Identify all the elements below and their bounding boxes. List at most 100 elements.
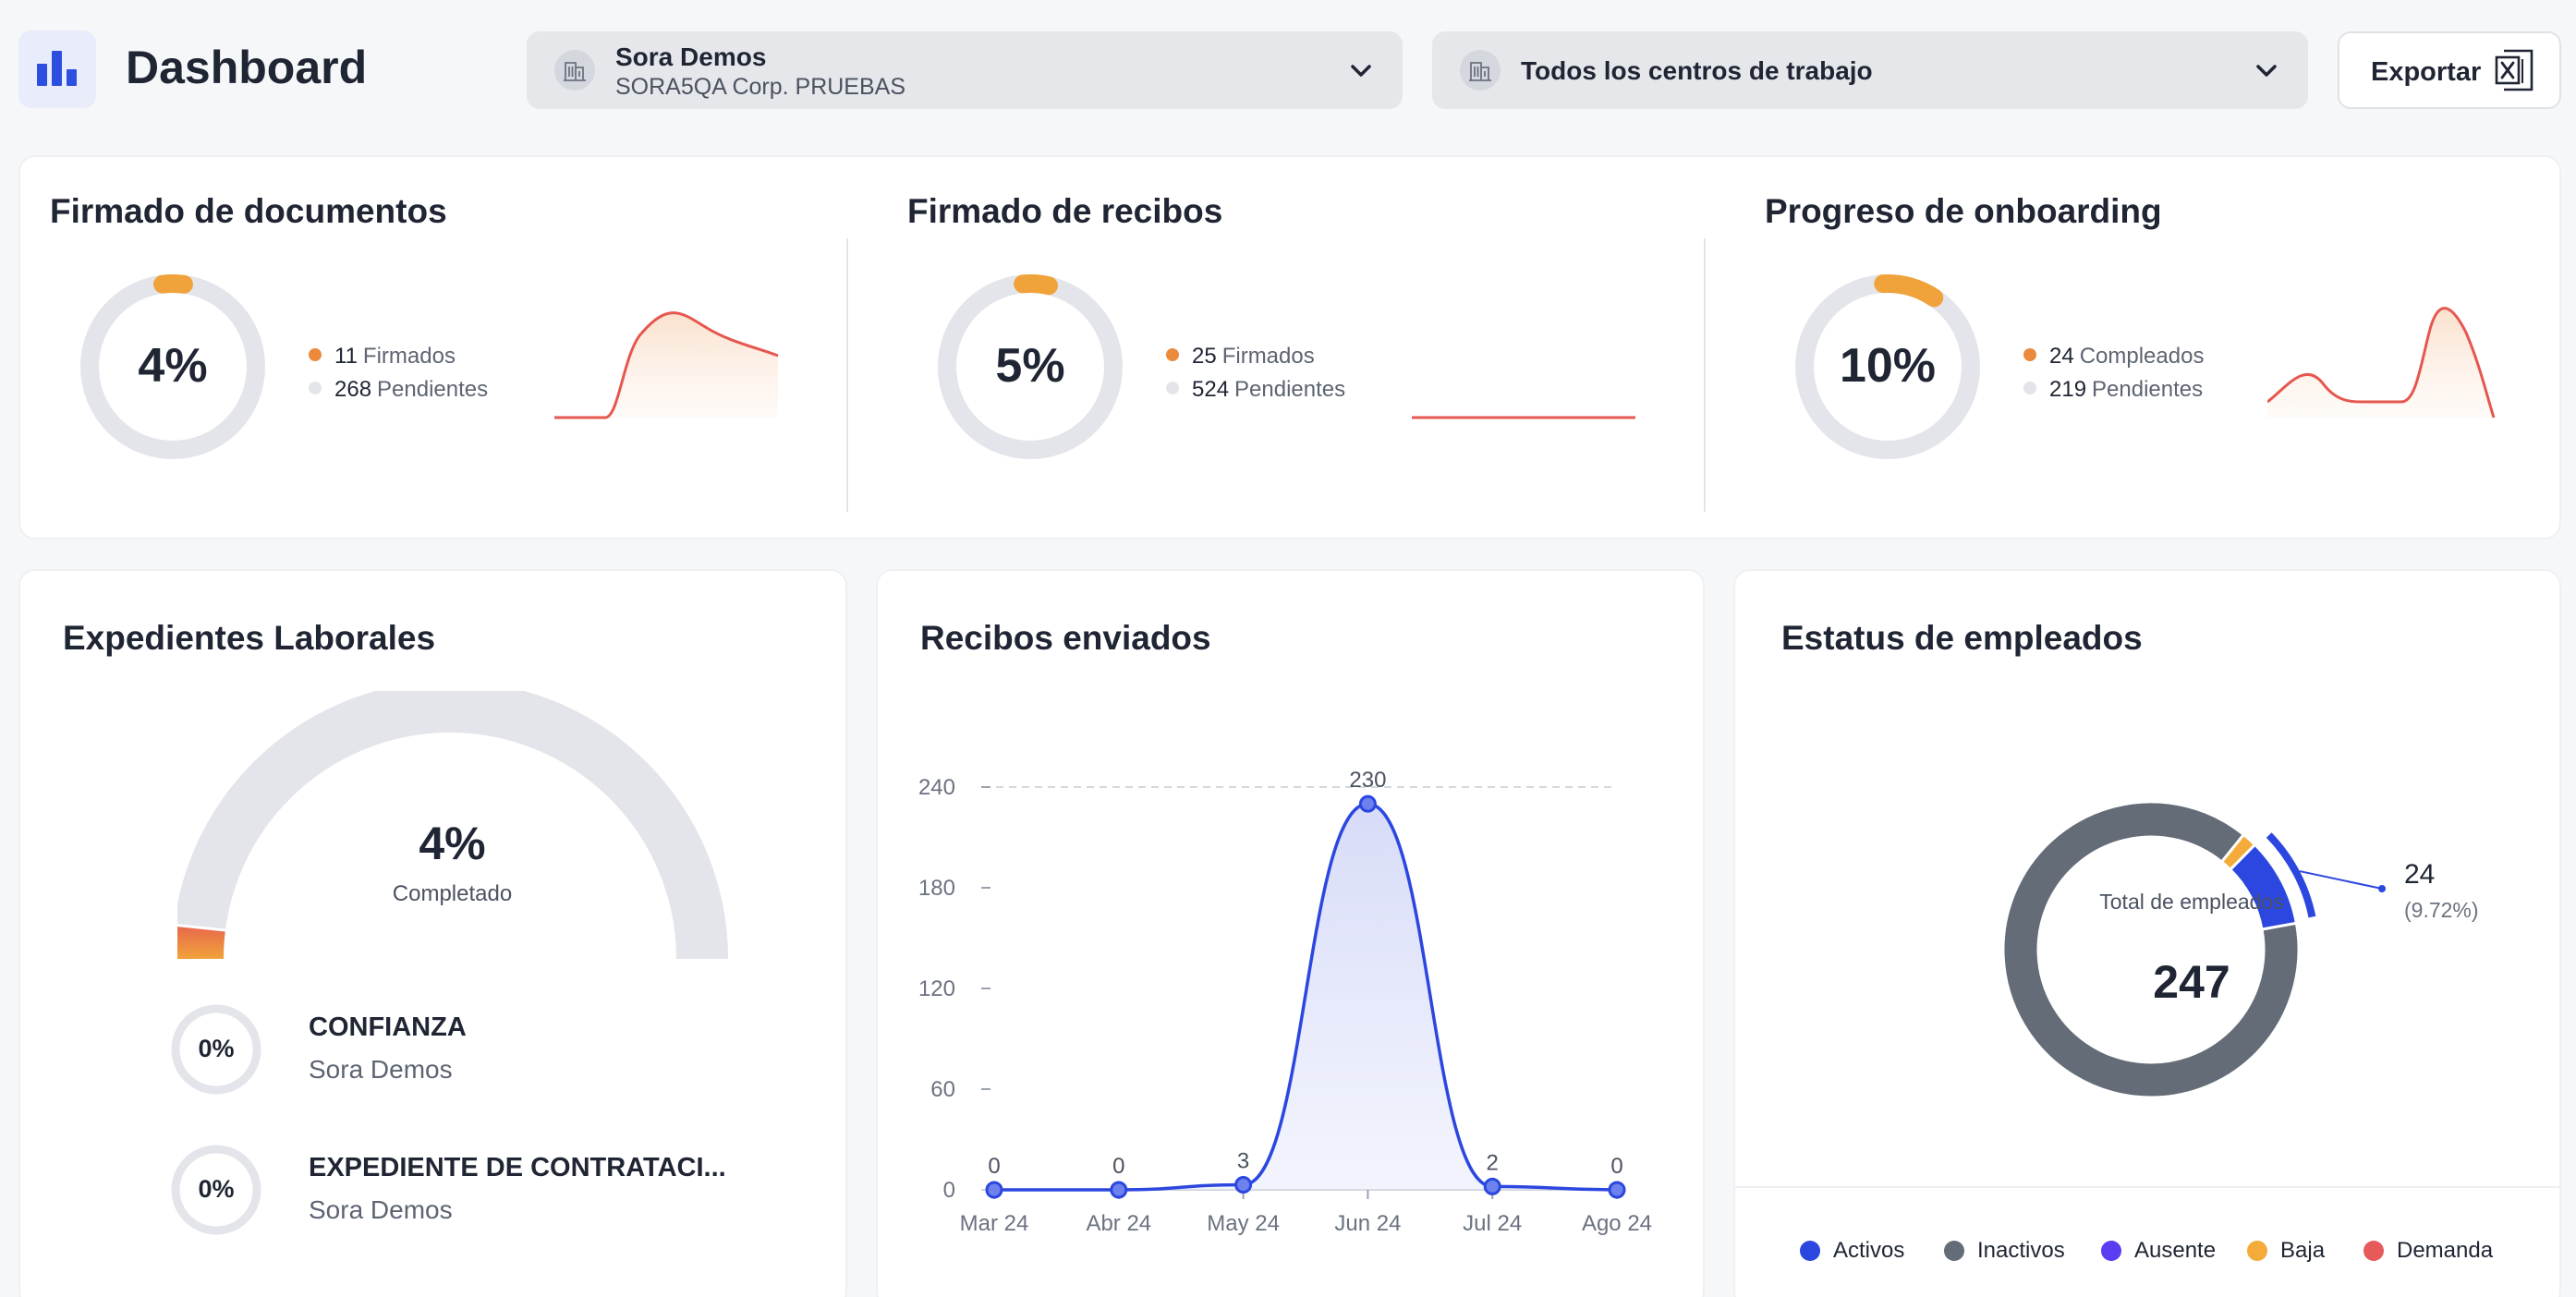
legend-done: 25 Firmados: [1166, 344, 1315, 370]
slice-inactivos[interactable]: [2001, 800, 2301, 1099]
legend-done: 11 Firmados: [309, 344, 456, 370]
y-tick-label: 60: [930, 1077, 955, 1102]
data-point[interactable]: [985, 1181, 1003, 1199]
page-title: Dashboard: [126, 42, 368, 93]
divider: [846, 238, 848, 512]
progress-donut: [1795, 274, 1980, 459]
header-bar: Dashboard Sora Demos SORA5QA Corp. PRUEB…: [0, 0, 2576, 139]
progress-donut: [80, 274, 265, 459]
expediente-item[interactable]: 0% EXPEDIENTE DE CONTRATACI... Sora Demo…: [168, 1142, 759, 1243]
x-tick-label: May 24: [1207, 1211, 1280, 1236]
data-label: 3: [1237, 1149, 1249, 1174]
gauge-percent: 4%: [419, 818, 486, 869]
expediente-org: Sora Demos: [309, 1055, 453, 1084]
data-point[interactable]: [1358, 794, 1377, 813]
expediente-percent: 0%: [198, 1035, 235, 1062]
x-tick-label: Jul 24: [1463, 1211, 1522, 1236]
building-icon: [1460, 50, 1501, 91]
sparkline: [1412, 416, 1635, 419]
expediente-name: EXPEDIENTE DE CONTRATACI...: [309, 1153, 726, 1182]
excel-icon: [2495, 49, 2533, 91]
work-center-value: Todos los centros de trabajo: [1521, 56, 1873, 85]
y-tick-label: 0: [943, 1178, 955, 1203]
x-tick-label: Jun 24: [1334, 1211, 1401, 1236]
callout-leader: [2299, 870, 2383, 890]
legend-dot: [2101, 1241, 2121, 1261]
callout-percent: (9.72%): [2404, 898, 2479, 922]
total-label: Total de empleados: [2099, 890, 2284, 914]
progress-ring: [171, 1145, 261, 1235]
legend-pending: 524 Pendientes: [1166, 377, 1345, 403]
section-title: Expedientes Laborales: [63, 619, 436, 657]
progress-ring: [171, 1004, 261, 1095]
legend-done: 24 Compleados: [2023, 344, 2204, 370]
legend-dot: [2247, 1241, 2267, 1261]
empleados-card: Estatus de empleados Total de empleados …: [1733, 569, 2561, 1297]
donut-percent: 10%: [1839, 339, 1937, 393]
expediente-name: CONFIANZA: [309, 1012, 467, 1042]
section-title: Firmado de documentos: [50, 192, 447, 230]
legend-pending: 268 Pendientes: [309, 377, 488, 403]
company-select[interactable]: Sora Demos SORA5QA Corp. PRUEBAS: [527, 31, 1403, 109]
divider: [1735, 1186, 2559, 1188]
completion-gauge: [177, 691, 728, 960]
recibos-card: Recibos enviados 0 60 120 180 240 Mar 24 Abr …: [876, 569, 1705, 1297]
company-subtitle: SORA5QA Corp. PRUEBAS: [615, 74, 906, 100]
legend-dot: [1800, 1241, 1820, 1261]
data-label: 0: [988, 1154, 1000, 1179]
section-title: Progreso de onboarding: [1765, 192, 2162, 230]
legend-dot: [1944, 1241, 1964, 1261]
legend-item-ausente[interactable]: Ausente: [2101, 1238, 2216, 1264]
empleados-donut-chart: [2001, 800, 2386, 1099]
x-tick-label: Ago 24: [1582, 1211, 1652, 1236]
data-label: 230: [1349, 768, 1386, 793]
progress-donut: [938, 274, 1123, 459]
chevron-down-icon: [2256, 65, 2277, 77]
chevron-down-icon: [1351, 65, 1371, 77]
donut-percent: 4%: [138, 339, 208, 393]
data-label: 0: [1610, 1154, 1622, 1179]
callout-dot: [2378, 885, 2386, 892]
data-point[interactable]: [1234, 1176, 1253, 1194]
sparkline: [554, 311, 779, 419]
slice-baja[interactable]: [2219, 832, 2257, 872]
y-tick-label: 120: [918, 976, 955, 1001]
total-value: 247: [2153, 956, 2230, 1008]
x-tick-label: Abr 24: [1086, 1211, 1151, 1236]
legend-item-inactivos[interactable]: Inactivos: [1944, 1238, 2065, 1264]
legend-dot: [2363, 1241, 2384, 1261]
active-highlight-arc: [2266, 832, 2316, 918]
export-button-label: Exportar: [2371, 57, 2482, 87]
bar-chart-logo-icon: [18, 30, 96, 108]
expediente-org: Sora Demos: [309, 1195, 453, 1224]
summary-card: Firmado de documentos 4% 11 Firmados 268 P…: [18, 155, 2561, 539]
sparkline: [2267, 307, 2496, 418]
legend-item-demanda[interactable]: Demanda: [2363, 1238, 2493, 1264]
recibos-area-chart: 0 60 120 180 240 Mar 24 Abr 24 May 24 Jun 24 Jul…: [918, 768, 1652, 1236]
data-point[interactable]: [1608, 1181, 1626, 1199]
divider: [1704, 238, 1706, 512]
section-title: Firmado de recibos: [907, 192, 1223, 230]
company-name: Sora Demos: [615, 42, 767, 71]
section-title: Recibos enviados: [920, 619, 1211, 657]
building-icon: [554, 50, 595, 91]
donut-percent: 5%: [995, 339, 1065, 393]
callout-value: 24: [2404, 859, 2436, 890]
expediente-percent: 0%: [198, 1175, 235, 1203]
export-button[interactable]: Exportar: [2338, 31, 2561, 109]
data-label: 0: [1112, 1154, 1124, 1179]
y-tick-label: 240: [918, 775, 955, 800]
section-title: Estatus de empleados: [1781, 619, 2143, 657]
x-tick-label: Mar 24: [960, 1211, 1029, 1236]
expediente-item[interactable]: 0% CONFIANZA Sora Demos: [168, 1001, 759, 1103]
expedientes-card: Expedientes Laborales 4% Completado 0% C…: [18, 569, 847, 1297]
legend-item-baja[interactable]: Baja: [2247, 1238, 2325, 1264]
data-label: 2: [1487, 1150, 1499, 1175]
gauge-subtitle: Completado: [392, 881, 513, 906]
legend-pending: 219 Pendientes: [2023, 377, 2203, 403]
data-point[interactable]: [1110, 1181, 1128, 1199]
y-tick-label: 180: [918, 876, 955, 901]
work-center-select[interactable]: Todos los centros de trabajo: [1432, 31, 2308, 109]
data-point[interactable]: [1483, 1177, 1501, 1195]
legend-item-activos[interactable]: Activos: [1800, 1238, 1904, 1264]
